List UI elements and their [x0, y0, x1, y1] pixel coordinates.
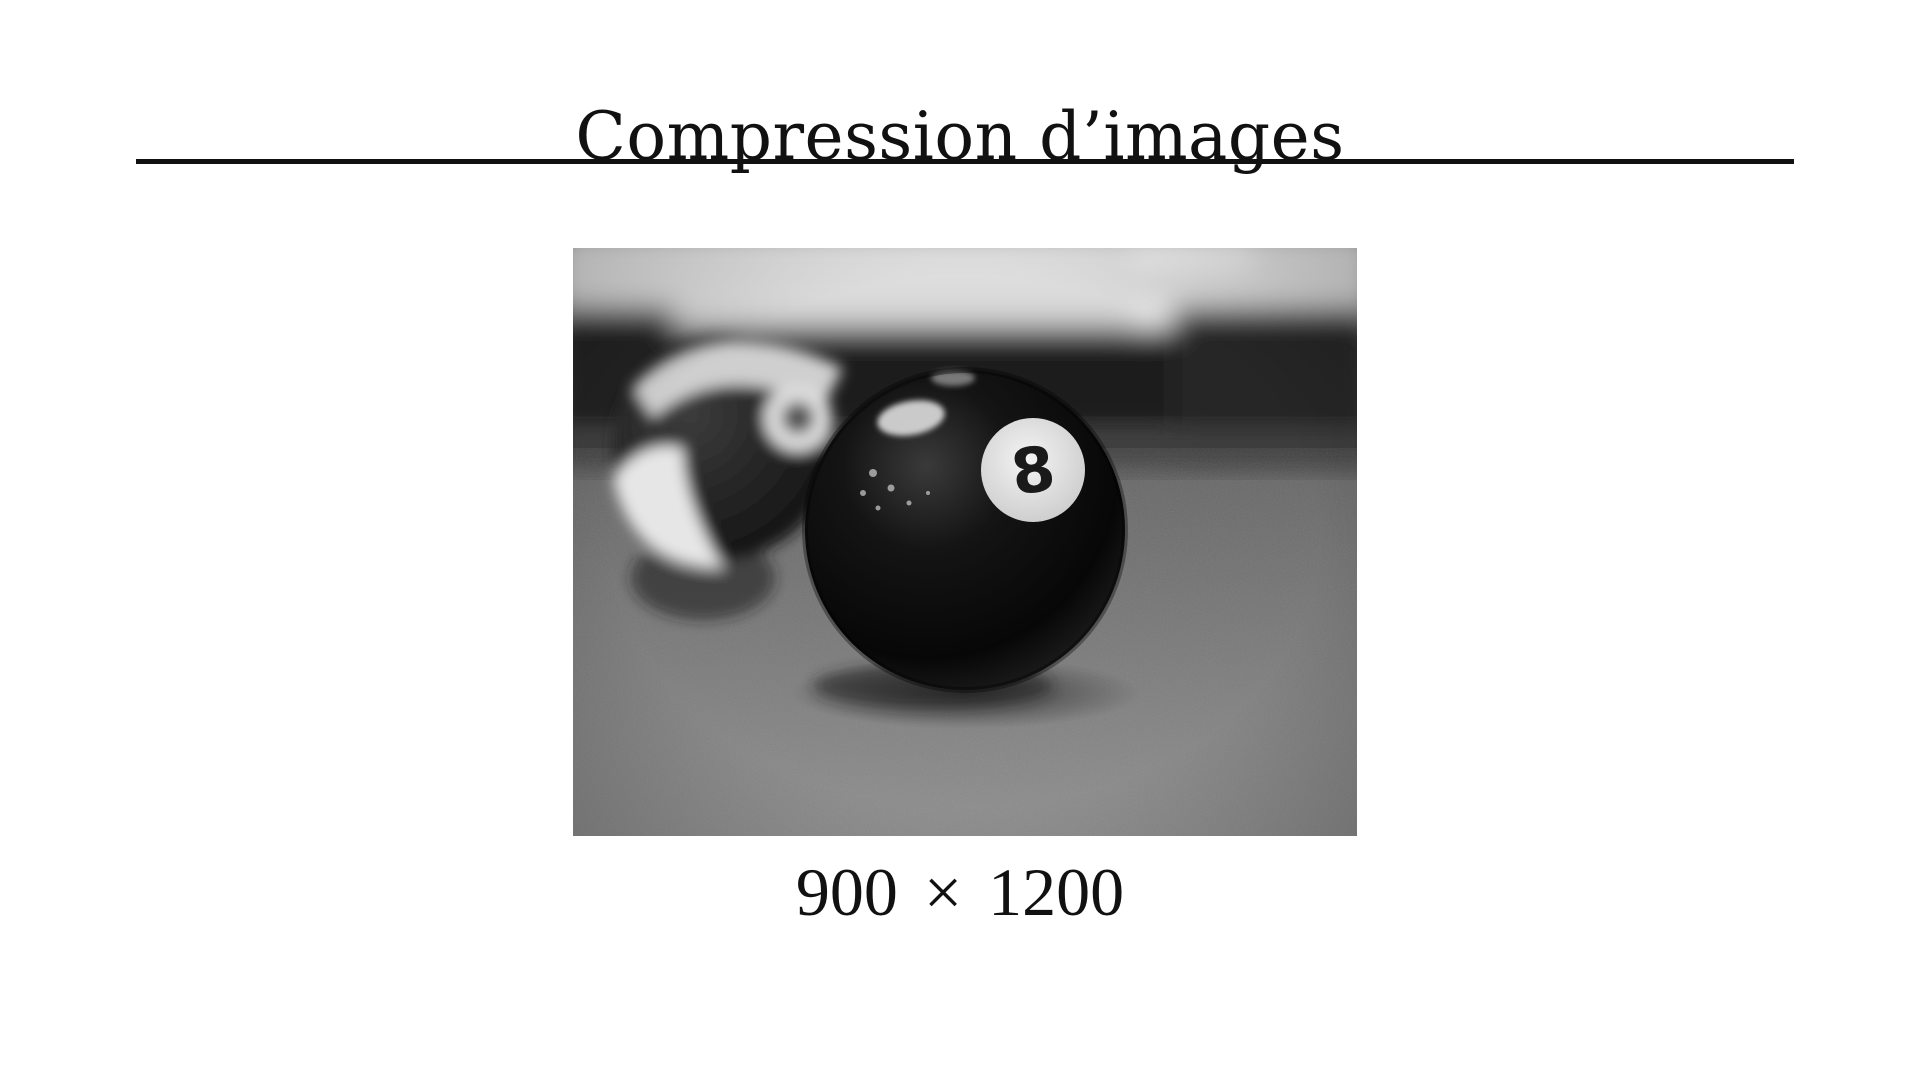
title-rule [136, 159, 1794, 164]
slide-title: Compression d’images [575, 98, 1345, 176]
image-dimensions-caption: 900 × 1200 [0, 852, 1920, 932]
billiard-photo-graphic: 8 [573, 248, 1357, 836]
image-width-value: 900 [795, 854, 898, 930]
times-symbol: × [923, 854, 963, 930]
billiard-photo: 8 [573, 248, 1357, 836]
image-height-value: 1200 [988, 854, 1125, 930]
